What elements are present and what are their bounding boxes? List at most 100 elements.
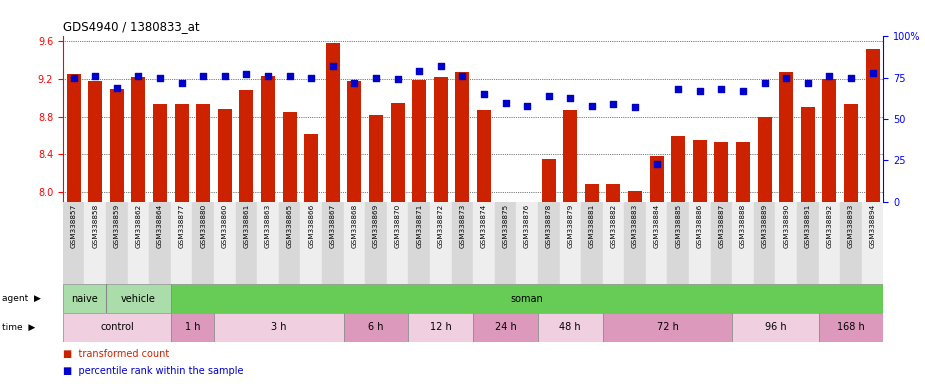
Text: GSM338864: GSM338864	[157, 204, 163, 248]
Point	[455, 73, 470, 79]
Text: GSM338874: GSM338874	[481, 204, 487, 248]
Text: GSM338868: GSM338868	[352, 204, 357, 248]
Bar	[153, 104, 167, 202]
Bar	[63, 202, 84, 284]
Bar	[278, 202, 301, 284]
Bar	[110, 89, 124, 202]
Bar	[408, 202, 430, 284]
Bar	[689, 202, 710, 284]
Point	[865, 70, 880, 76]
Point	[844, 74, 858, 81]
Point	[109, 84, 124, 91]
Bar	[560, 202, 581, 284]
Bar	[149, 202, 171, 284]
Bar	[603, 202, 624, 284]
Bar	[343, 202, 365, 284]
Point	[282, 73, 297, 79]
Text: 1 h: 1 h	[185, 322, 200, 333]
Bar	[862, 202, 883, 284]
Bar	[733, 313, 819, 342]
Bar	[171, 202, 192, 284]
Bar	[672, 136, 685, 202]
Text: GSM338876: GSM338876	[524, 204, 530, 248]
Point	[196, 73, 211, 79]
Bar	[585, 184, 598, 202]
Bar	[413, 80, 426, 202]
Bar	[801, 107, 815, 202]
Bar	[236, 202, 257, 284]
Text: time  ▶: time ▶	[2, 323, 35, 332]
Point	[303, 74, 318, 81]
Bar	[63, 284, 106, 313]
Point	[628, 104, 643, 111]
Text: GSM338870: GSM338870	[395, 204, 401, 248]
Bar	[430, 202, 451, 284]
Text: ■  transformed count: ■ transformed count	[63, 349, 169, 359]
Point	[671, 86, 685, 93]
Bar	[240, 90, 253, 202]
Bar	[668, 202, 689, 284]
Bar	[84, 202, 106, 284]
Bar	[646, 202, 668, 284]
Point	[693, 88, 708, 94]
Text: GSM338879: GSM338879	[567, 204, 574, 248]
Text: vehicle: vehicle	[121, 293, 156, 304]
Text: GSM338883: GSM338883	[632, 204, 638, 248]
Bar	[106, 202, 128, 284]
Bar	[434, 77, 448, 202]
Point	[714, 86, 729, 93]
Bar	[175, 104, 189, 202]
Text: GSM338862: GSM338862	[135, 204, 142, 248]
Bar	[365, 202, 387, 284]
Bar	[283, 112, 297, 202]
Text: 3 h: 3 h	[271, 322, 287, 333]
Point	[174, 79, 189, 86]
Text: 6 h: 6 h	[368, 322, 384, 333]
Bar	[128, 202, 149, 284]
Bar	[495, 202, 516, 284]
Bar	[171, 313, 214, 342]
Text: GSM338857: GSM338857	[70, 204, 77, 248]
Bar	[866, 49, 880, 202]
Text: GSM338861: GSM338861	[243, 204, 250, 248]
Bar	[192, 202, 214, 284]
Text: GSM338859: GSM338859	[114, 204, 120, 248]
Bar	[261, 76, 275, 202]
Text: GSM338887: GSM338887	[719, 204, 724, 248]
Text: 24 h: 24 h	[495, 322, 516, 333]
Text: 96 h: 96 h	[765, 322, 786, 333]
Bar	[171, 284, 883, 313]
Point	[476, 91, 491, 98]
Bar	[474, 313, 538, 342]
Bar	[693, 140, 707, 202]
Text: naive: naive	[71, 293, 98, 304]
Point	[88, 73, 103, 79]
Text: GSM338893: GSM338893	[848, 204, 854, 248]
Point	[390, 76, 405, 83]
Bar	[840, 202, 862, 284]
Bar	[542, 159, 556, 202]
Text: 72 h: 72 h	[657, 322, 678, 333]
Text: GSM338878: GSM338878	[546, 204, 551, 248]
Bar	[710, 202, 733, 284]
Text: control: control	[100, 322, 134, 333]
Text: GSM338894: GSM338894	[870, 204, 876, 248]
Bar	[343, 313, 408, 342]
Bar	[603, 313, 733, 342]
Point	[239, 71, 253, 78]
Text: GDS4940 / 1380833_at: GDS4940 / 1380833_at	[63, 20, 200, 33]
Text: soman: soman	[511, 293, 544, 304]
Point	[433, 63, 448, 69]
Text: 12 h: 12 h	[430, 322, 451, 333]
Bar	[390, 103, 404, 202]
Text: GSM338880: GSM338880	[200, 204, 206, 248]
Point	[499, 99, 513, 106]
Text: GSM338881: GSM338881	[589, 204, 595, 248]
Point	[822, 73, 837, 79]
Bar	[257, 202, 278, 284]
Text: GSM338871: GSM338871	[416, 204, 422, 248]
Bar	[754, 202, 775, 284]
Text: agent  ▶: agent ▶	[2, 294, 41, 303]
Text: GSM338860: GSM338860	[222, 204, 228, 248]
Text: GSM338882: GSM338882	[610, 204, 616, 248]
